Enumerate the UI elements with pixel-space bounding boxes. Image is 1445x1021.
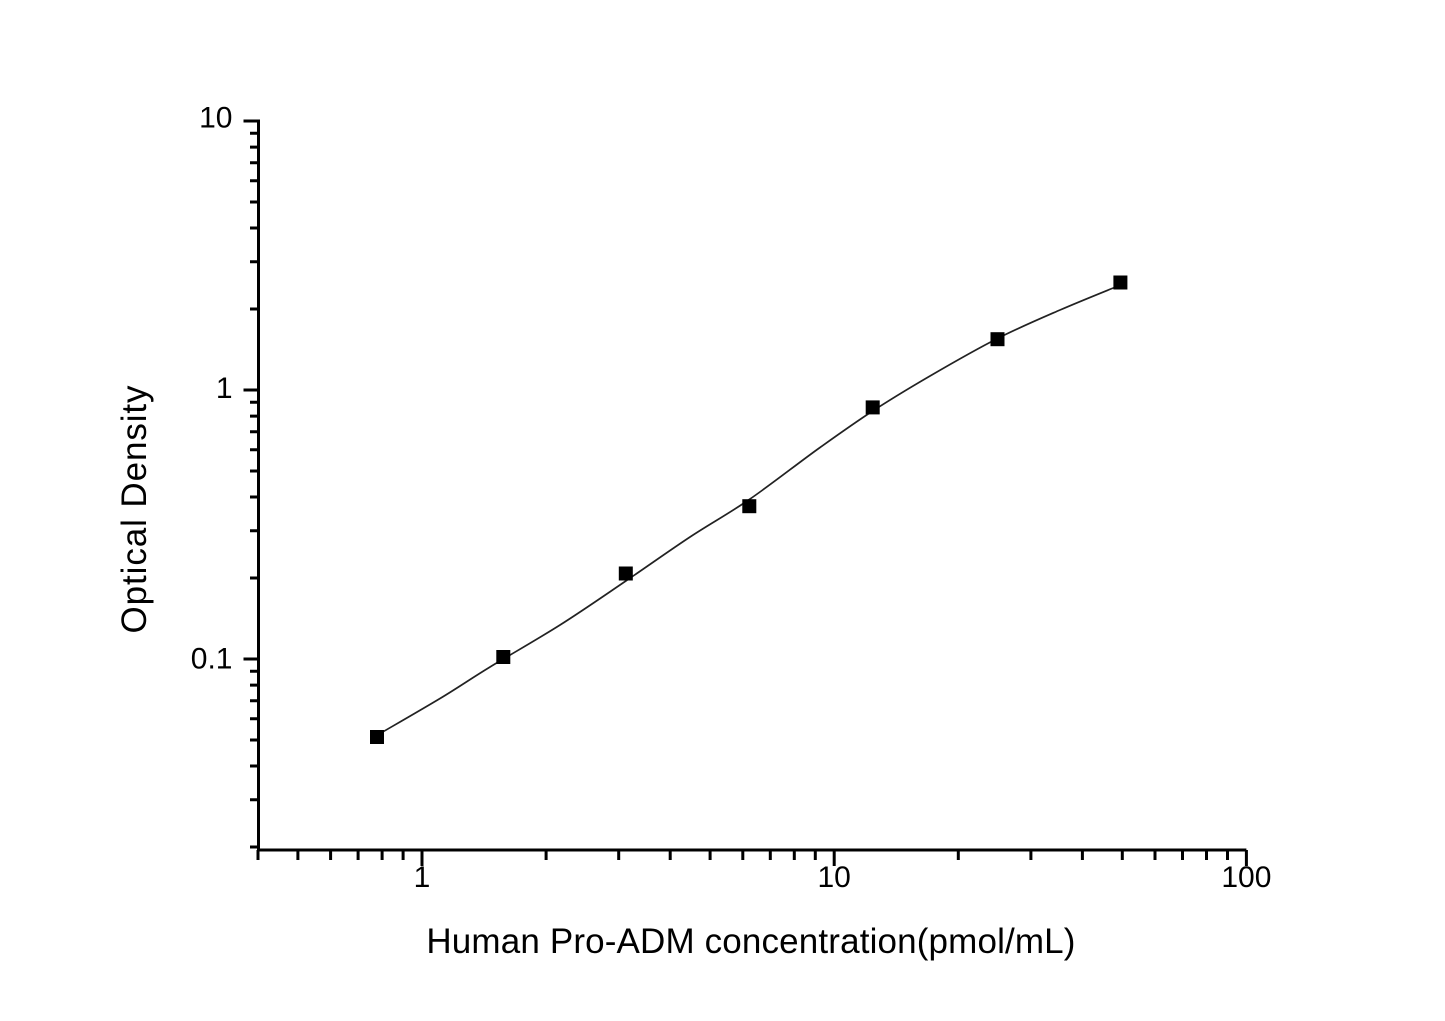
svg-text:0.1: 0.1 bbox=[191, 643, 233, 676]
svg-text:100: 100 bbox=[1221, 861, 1271, 894]
svg-text:10: 10 bbox=[199, 102, 232, 135]
svg-text:1: 1 bbox=[414, 861, 431, 894]
svg-text:Human Pro-ADM concentration(pm: Human Pro-ADM concentration(pmol/mL) bbox=[426, 922, 1075, 961]
svg-text:1: 1 bbox=[216, 372, 233, 405]
svg-text:Optical Density: Optical Density bbox=[115, 385, 154, 634]
svg-text:10: 10 bbox=[818, 861, 851, 894]
